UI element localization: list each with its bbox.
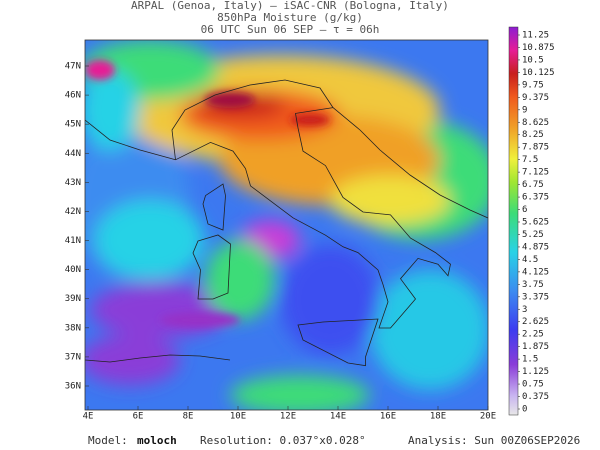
lat-label: 42N xyxy=(65,207,81,217)
footer-label: Model: xyxy=(88,434,128,447)
lat-label: 46N xyxy=(65,91,81,101)
footer-value: moloch xyxy=(137,434,177,447)
colorbar-label: 2.625 xyxy=(522,317,549,327)
colorbar-label: 6.375 xyxy=(522,193,549,203)
colorbar-label: 6.75 xyxy=(522,180,544,190)
colorbar-label: 5.625 xyxy=(522,218,549,228)
lat-label: 44N xyxy=(65,149,81,159)
colorbar-label: 7.875 xyxy=(522,143,549,153)
colorbar-label: 10.125 xyxy=(522,68,555,78)
colorbar-label: 4.125 xyxy=(522,267,549,277)
lon-label: 4E xyxy=(83,412,94,422)
colorbar-label: 6 xyxy=(522,205,527,215)
coastlines xyxy=(85,79,488,367)
colorbar-label: 7.125 xyxy=(522,168,549,178)
lat-label: 40N xyxy=(65,265,81,275)
colorbar-label: 0 xyxy=(522,405,527,415)
lon-label: 12E xyxy=(280,412,296,422)
header-line: 850hPa Moisture (g/kg) xyxy=(217,11,363,24)
colorbar-label: 10.5 xyxy=(522,55,544,65)
footer-label: Analysis: Sun 00Z06SEP2026 xyxy=(408,434,580,447)
colorbar-label: 3 xyxy=(522,305,527,315)
header-line: 06 UTC Sun 06 SEP – τ = 06h xyxy=(201,23,380,36)
lon-label: 8E xyxy=(183,412,194,422)
colorbar-label: 8.25 xyxy=(522,130,544,140)
lon-label: 16E xyxy=(380,412,396,422)
moisture-field xyxy=(85,40,488,410)
colorbar-label: 1.875 xyxy=(522,342,549,352)
footer-label: Resolution: 0.037°x0.028° xyxy=(200,434,366,447)
colorbar-label: 2.25 xyxy=(522,330,544,340)
lon-label: 10E xyxy=(230,412,246,422)
colorbar-label: 3.375 xyxy=(522,292,549,302)
lat-label: 38N xyxy=(65,323,81,333)
colorbar-label: 9.75 xyxy=(522,80,544,90)
colorbar-label: 3.75 xyxy=(522,280,544,290)
header-line: ARPAL (Genoa, Italy) – iSAC-CNR (Bologna… xyxy=(131,0,449,12)
colorbar-label: 1.125 xyxy=(522,367,549,377)
lat-label: 39N xyxy=(65,294,81,304)
colorbar-label: 8.625 xyxy=(522,118,549,128)
map-frame xyxy=(84,39,489,411)
colorbar-label: 5.25 xyxy=(522,230,544,240)
lon-label: 18E xyxy=(430,412,446,422)
colorbar-label: 9.375 xyxy=(522,93,549,103)
colorbar-label: 11.25 xyxy=(522,31,549,41)
colorbar-label: 7.5 xyxy=(522,155,538,165)
lat-label: 37N xyxy=(65,352,81,362)
lat-label: 47N xyxy=(65,62,81,72)
colorbar-label: 0.375 xyxy=(522,392,549,402)
colorbar-label: 9 xyxy=(522,105,527,115)
colorbar-label: 1.5 xyxy=(522,355,538,365)
lat-label: 41N xyxy=(65,236,81,246)
lon-label: 6E xyxy=(133,412,144,422)
lon-label: 20E xyxy=(480,412,496,422)
lat-label: 36N xyxy=(65,382,81,392)
colorbar-label: 0.75 xyxy=(522,380,544,390)
colorbar-label: 4.875 xyxy=(522,242,549,252)
colorbar xyxy=(508,26,519,416)
lon-label: 14E xyxy=(330,412,346,422)
lat-label: 45N xyxy=(65,120,81,130)
colorbar-label: 10.875 xyxy=(522,43,555,53)
lat-label: 43N xyxy=(65,178,81,188)
colorbar-label: 4.5 xyxy=(522,255,538,265)
